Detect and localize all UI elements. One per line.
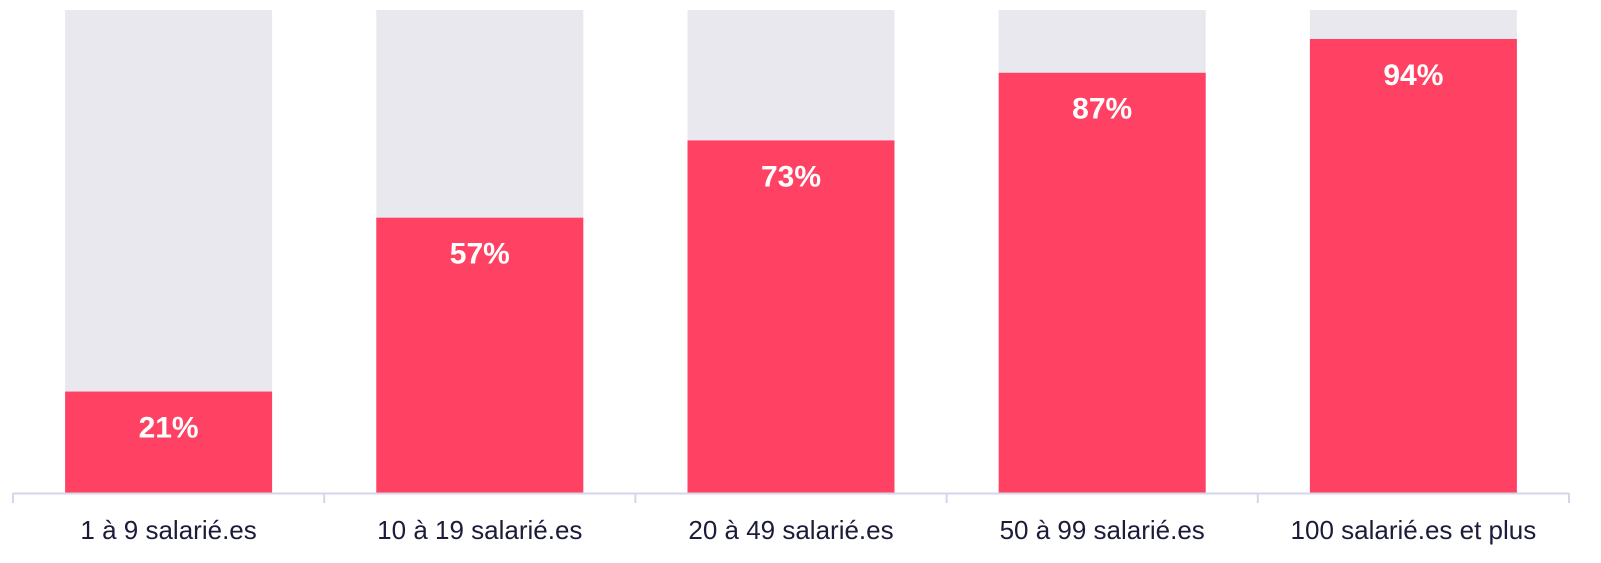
bar — [687, 140, 895, 493]
x-tick-label: 50 à 99 salarié.es — [1000, 515, 1205, 545]
value-label: 87% — [1072, 93, 1132, 126]
value-label: 73% — [761, 160, 821, 193]
x-tick-label: 100 salarié.es et plus — [1291, 515, 1537, 545]
bar — [376, 217, 584, 493]
value-label: 94% — [1383, 59, 1443, 92]
bar — [1309, 38, 1517, 493]
value-label: 57% — [450, 238, 510, 271]
x-tick-label: 20 à 49 salarié.es — [688, 515, 893, 545]
value-label: 21% — [139, 411, 199, 444]
bar — [65, 391, 273, 493]
x-tick-label: 10 à 19 salarié.es — [377, 515, 582, 545]
bar — [998, 72, 1206, 493]
x-tick-label: 1 à 9 salarié.es — [80, 515, 256, 545]
